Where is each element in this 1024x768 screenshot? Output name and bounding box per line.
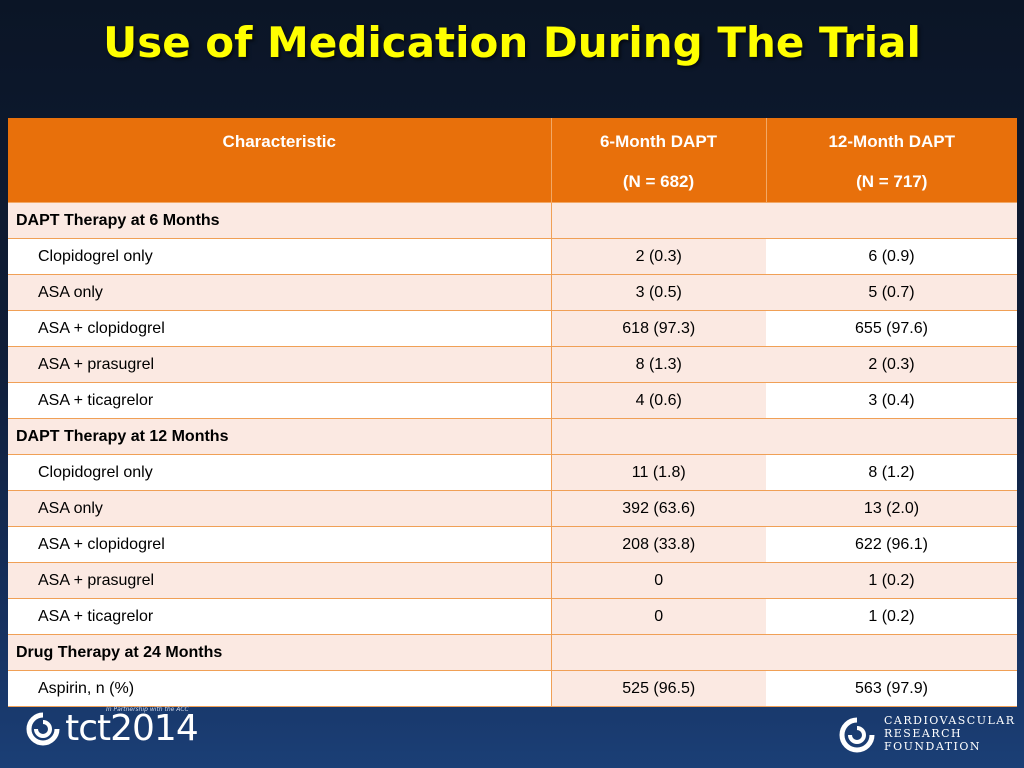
- section-row: DAPT Therapy at 6 Months: [8, 202, 1017, 239]
- row-value-6-month: 618 (97.3): [551, 310, 766, 347]
- row-value-12-month: 2 (0.3): [766, 346, 1017, 383]
- row-label: Aspirin, n (%): [8, 670, 552, 707]
- row-value-12-month: 3 (0.4): [766, 382, 1017, 419]
- table-header-row: Characteristic 6-Month DAPT (N = 682) 12…: [8, 118, 1017, 203]
- row-label: ASA + prasugrel: [8, 346, 552, 383]
- table-row: ASA only 3 (0.5) 5 (0.7): [8, 274, 1017, 311]
- header-12-month-dapt: 12-Month DAPT (N = 717): [766, 118, 1017, 203]
- crf-logo-icon: [839, 717, 875, 753]
- crf-line-1: CARDIOVASCULAR: [884, 714, 1016, 727]
- row-label: ASA + ticagrelor: [8, 382, 552, 419]
- row-label: ASA + prasugrel: [8, 562, 552, 599]
- row-value-12-month: 622 (96.1): [766, 526, 1017, 563]
- slide-title: Use of Medication During The Trial: [103, 18, 921, 67]
- tct-tagline: In Partnership with the ACC: [106, 706, 189, 713]
- header-characteristic: Characteristic: [8, 118, 552, 203]
- row-value-6-month: 0: [551, 562, 766, 599]
- row-value-6-month: 0: [551, 598, 766, 635]
- section-empty-cell: [551, 634, 1017, 671]
- row-value-6-month: 8 (1.3): [551, 346, 766, 383]
- row-value-12-month: 13 (2.0): [766, 490, 1017, 527]
- row-label: ASA only: [8, 274, 552, 311]
- table-row: ASA only 392 (63.6) 13 (2.0): [8, 490, 1017, 527]
- section-row: Drug Therapy at 24 Months: [8, 634, 1017, 671]
- section-label: DAPT Therapy at 12 Months: [8, 418, 552, 455]
- table-row: ASA + clopidogrel 208 (33.8) 622 (96.1): [8, 526, 1017, 563]
- crf-line-2: RESEARCH: [884, 727, 963, 740]
- table-row: Clopidogrel only 11 (1.8) 8 (1.2): [8, 454, 1017, 491]
- row-value-6-month: 3 (0.5): [551, 274, 766, 311]
- table-row: ASA + prasugrel 8 (1.3) 2 (0.3): [8, 346, 1017, 383]
- section-row: DAPT Therapy at 12 Months: [8, 418, 1017, 455]
- row-label: Clopidogrel only: [8, 238, 552, 275]
- row-value-6-month: 208 (33.8): [551, 526, 766, 563]
- header-6-month-dapt: 6-Month DAPT (N = 682): [551, 118, 767, 203]
- row-label: ASA only: [8, 490, 552, 527]
- section-empty-cell: [551, 202, 1017, 239]
- row-label: ASA + ticagrelor: [8, 598, 552, 635]
- section-label: DAPT Therapy at 6 Months: [8, 202, 552, 239]
- row-label: ASA + clopidogrel: [8, 526, 552, 563]
- row-label: Clopidogrel only: [8, 454, 552, 491]
- row-value-6-month: 11 (1.8): [551, 454, 766, 491]
- row-value-12-month: 563 (97.9): [766, 670, 1017, 707]
- row-value-12-month: 1 (0.2): [766, 598, 1017, 635]
- row-value-6-month: 2 (0.3): [551, 238, 766, 275]
- row-value-6-month: 4 (0.6): [551, 382, 766, 419]
- row-value-12-month: 1 (0.2): [766, 562, 1017, 599]
- row-value-6-month: 392 (63.6): [551, 490, 766, 527]
- section-empty-cell: [551, 418, 1017, 455]
- row-value-12-month: 6 (0.9): [766, 238, 1017, 275]
- table-row: ASA + ticagrelor 4 (0.6) 3 (0.4): [8, 382, 1017, 419]
- row-value-12-month: 5 (0.7): [766, 274, 1017, 311]
- table-row: Aspirin, n (%) 525 (96.5) 563 (97.9): [8, 670, 1017, 707]
- row-value-12-month: 655 (97.6): [766, 310, 1017, 347]
- tct-swirl-logo-icon: [26, 712, 60, 745]
- table-row: ASA + prasugrel 0 1 (0.2): [8, 562, 1017, 599]
- table-row: Clopidogrel only 2 (0.3) 6 (0.9): [8, 238, 1017, 275]
- tct-logo-text: tct2014: [65, 708, 199, 749]
- table-row: ASA + clopidogrel 618 (97.3) 655 (97.6): [8, 310, 1017, 347]
- row-value-6-month: 525 (96.5): [551, 670, 766, 707]
- medication-table: Characteristic 6-Month DAPT (N = 682) 12…: [8, 118, 1017, 707]
- crf-line-3: FOUNDATION: [884, 740, 982, 753]
- row-label: ASA + clopidogrel: [8, 310, 552, 347]
- section-label: Drug Therapy at 24 Months: [8, 634, 552, 671]
- row-value-12-month: 8 (1.2): [766, 454, 1017, 491]
- table-row: ASA + ticagrelor 0 1 (0.2): [8, 598, 1017, 635]
- tct-logo: tct2014 In Partnership with the ACC: [26, 706, 199, 749]
